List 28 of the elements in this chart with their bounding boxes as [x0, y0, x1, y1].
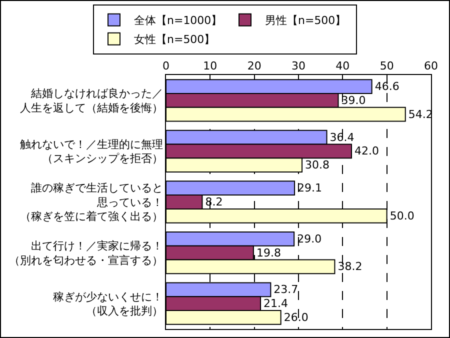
data-label: 23.7 — [274, 283, 298, 296]
data-label: 29.1 — [298, 182, 322, 195]
data-label: 39.0 — [341, 94, 366, 107]
data-label: 36.4 — [330, 130, 354, 144]
data-label: 42.0 — [354, 144, 379, 158]
y-tick-label: 出て行け！／実家に帰る！（別れを匂わせる・宣言する） — [8, 240, 163, 267]
data-label: 30.8 — [305, 158, 330, 172]
y-tick-label: 結婚しなければ良かった／人生を返して（結婚を後悔） — [20, 87, 163, 114]
data-label: 21.4 — [264, 297, 288, 310]
data-label: 54.2 — [408, 108, 433, 121]
x-tick-label: 0 — [162, 60, 170, 73]
data-label: 50.0 — [390, 209, 414, 222]
x-tick-label: 10 — [203, 60, 218, 73]
y-tick-label: 誰の稼ぎで生活していると思っている！（稼ぎを笠に着て強く出る） — [20, 182, 163, 224]
x-tick-label: 60 — [424, 60, 438, 73]
y-tick-label: 触れないで！／生理的に無理（スキンシップを拒否） — [20, 138, 163, 166]
data-label: 19.8 — [256, 246, 281, 260]
legend-label: 全体【n=1000】 — [134, 14, 222, 28]
legend-label: 女性【n=500】 — [134, 33, 216, 46]
data-label: 26.0 — [284, 310, 308, 324]
y-tick-label: 稼ぎが少ないくせに！（収入を批判） — [52, 290, 163, 318]
legend-label: 男性【n=500】 — [265, 14, 346, 28]
x-tick-label: 30 — [292, 60, 306, 73]
x-tick-label: 40 — [336, 60, 350, 73]
x-tick-label: 20 — [247, 60, 262, 73]
x-tick-label: 50 — [380, 60, 394, 73]
data-label: 46.6 — [374, 80, 400, 94]
data-label: 38.2 — [338, 260, 362, 274]
